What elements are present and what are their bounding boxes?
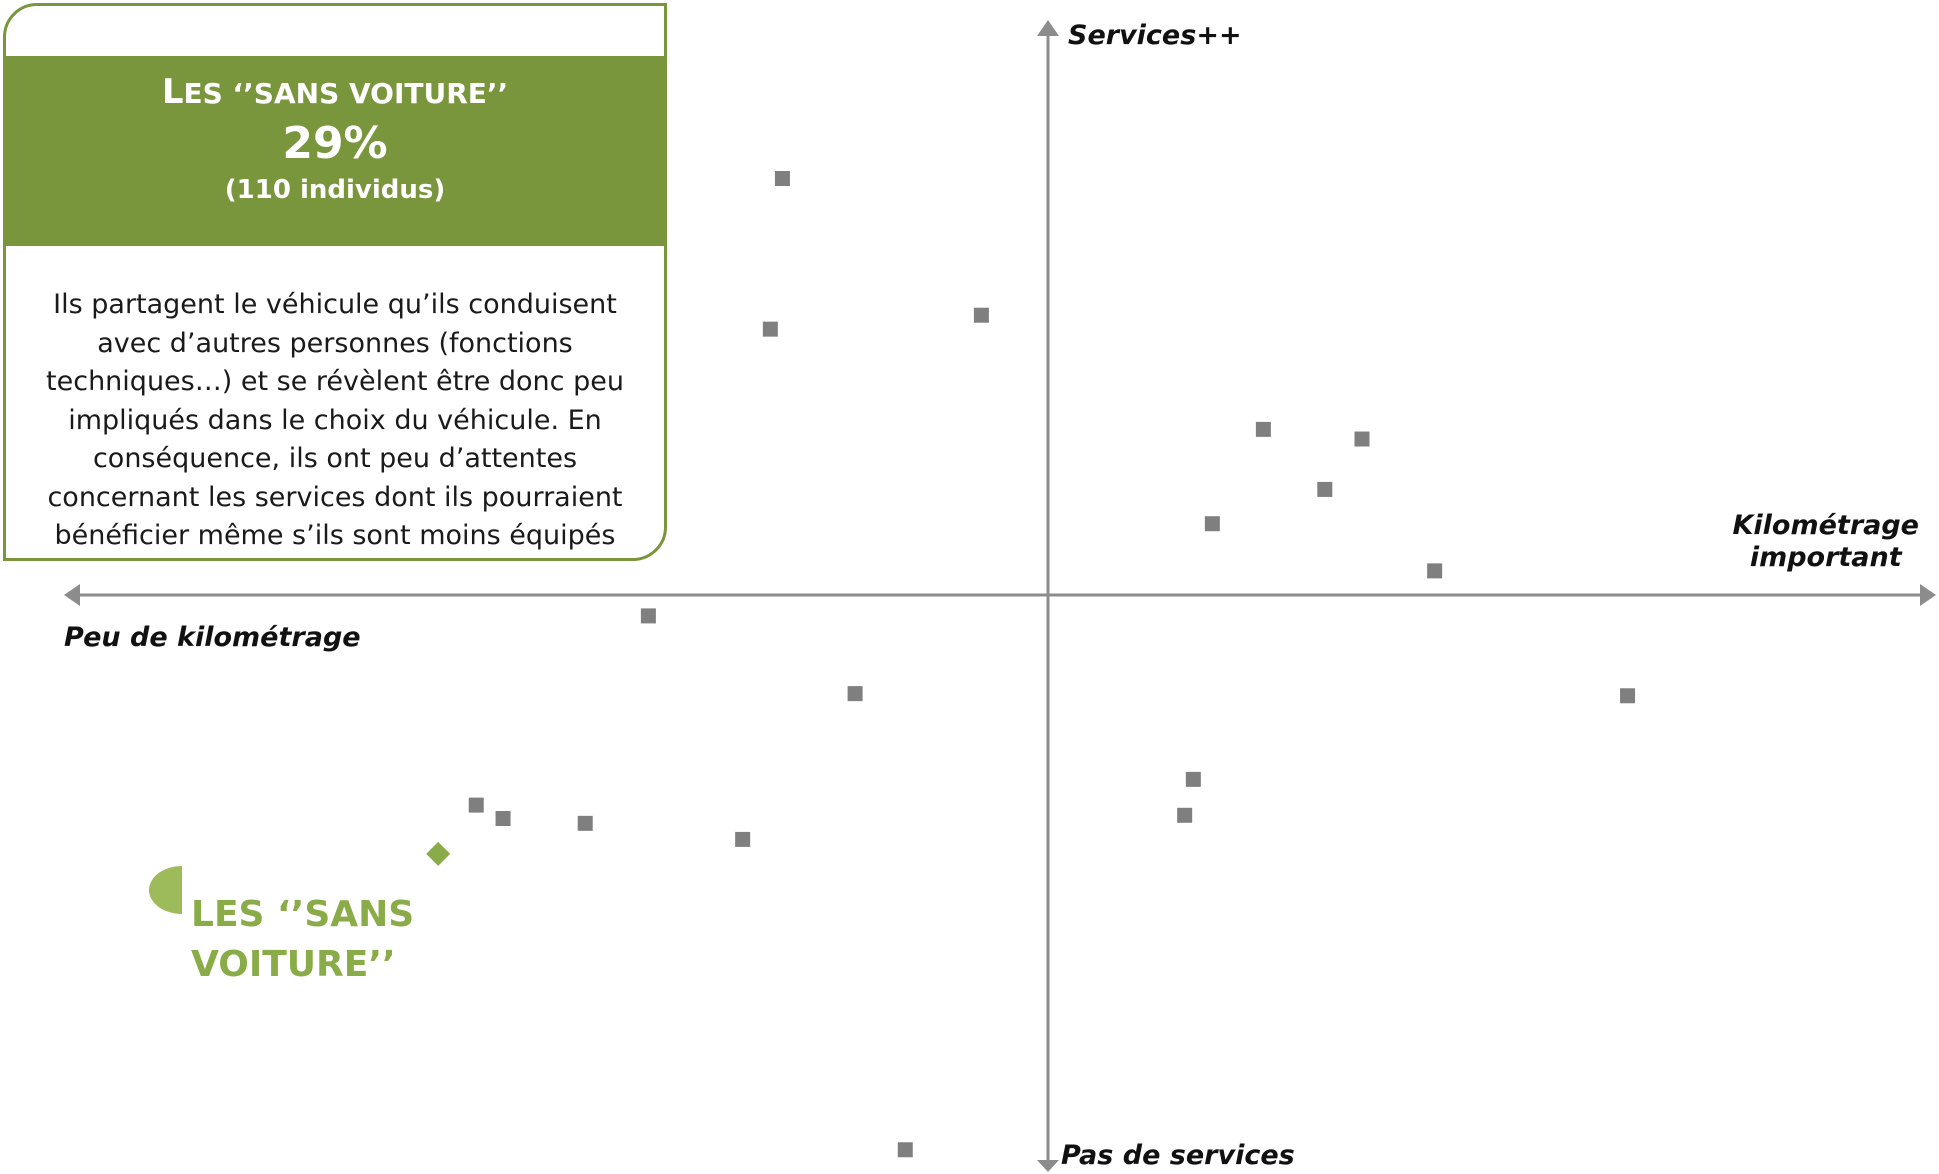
cluster-label: LES ‘’SANS VOITURE’’ <box>191 890 414 990</box>
cluster-label-line2: VOITURE’’ <box>191 944 396 985</box>
segment-info-box: LES ‘’SANS VOITURE’’ 29% (110 individus)… <box>3 3 667 561</box>
data-point <box>495 811 511 827</box>
data-point <box>640 608 656 624</box>
segment-percent: 29% <box>282 118 388 169</box>
cluster-half-disc-icon <box>149 866 182 914</box>
data-point <box>1204 516 1220 532</box>
data-point <box>1620 688 1636 704</box>
data-point <box>774 171 790 187</box>
cluster-centroid-marker <box>426 841 451 866</box>
data-point <box>577 815 593 831</box>
cluster-label-line1: LES ‘’SANS <box>191 894 415 935</box>
data-point <box>1317 481 1333 497</box>
axis-label-right-line1: Kilométrage <box>1732 510 1919 541</box>
data-point <box>1185 771 1201 787</box>
data-point <box>1177 807 1193 823</box>
y-axis-bottom-arrow <box>1037 1160 1059 1172</box>
data-point <box>735 831 751 847</box>
segment-count: (110 individus) <box>224 175 446 205</box>
x-axis-right-arrow <box>1920 584 1936 606</box>
axis-label-left: Peu de kilométrage <box>64 622 361 653</box>
data-point <box>897 1142 913 1158</box>
data-point <box>1427 563 1443 579</box>
data-points <box>468 171 1636 1158</box>
data-point <box>847 686 863 702</box>
axis-label-top: Services++ <box>1068 20 1242 51</box>
axis-label-bottom: Pas de services <box>1061 1140 1295 1171</box>
segment-title-initial: L <box>161 72 184 112</box>
data-point <box>973 307 989 323</box>
cluster-highlight <box>149 841 451 914</box>
data-point <box>468 797 484 813</box>
axis-label-right-line2: important <box>1749 542 1902 573</box>
segment-title: LES ‘’SANS VOITURE’’ <box>6 70 664 116</box>
data-point <box>1255 421 1271 437</box>
axes <box>64 20 1936 1172</box>
axis-label-right: Kilométrage important <box>1732 510 1919 574</box>
y-axis-top-arrow <box>1037 20 1059 36</box>
data-point <box>762 321 778 337</box>
x-axis-left-arrow <box>64 584 80 606</box>
segment-info-header: LES ‘’SANS VOITURE’’ 29% (110 individus) <box>6 56 664 246</box>
segment-title-rest: ES ‘’SANS VOITURE’’ <box>183 77 509 110</box>
segment-description: Ils partagent le véhicule qu’ils conduis… <box>46 289 624 551</box>
data-point <box>1354 431 1370 447</box>
